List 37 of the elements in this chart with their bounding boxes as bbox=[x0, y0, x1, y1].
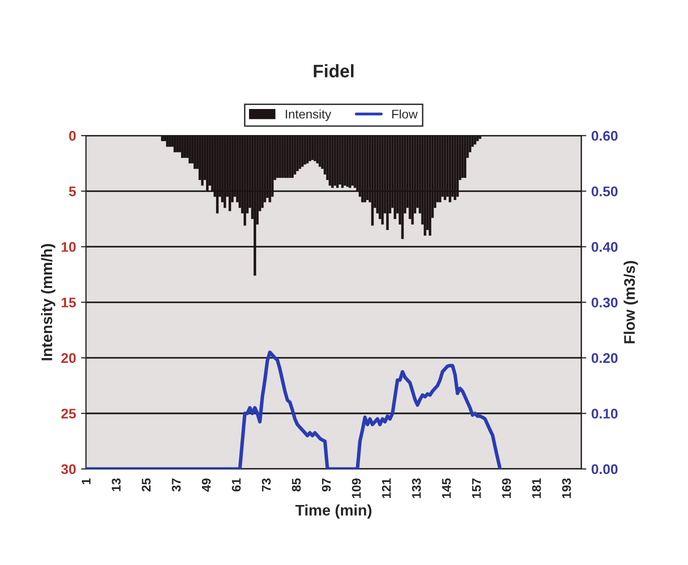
x-tick-label: 145 bbox=[442, 478, 451, 498]
y2-tick-label: 0.50 bbox=[592, 186, 618, 196]
chart-title: Fidel bbox=[314, 64, 354, 78]
x-tick-label: 73 bbox=[262, 478, 271, 492]
x-tick-label: 49 bbox=[202, 478, 211, 492]
x-tick-label: 157 bbox=[472, 478, 481, 498]
legend-label: Flow bbox=[392, 109, 418, 119]
x-tick-label: 169 bbox=[502, 478, 511, 498]
y-axis-title: Intensity (mm/h) bbox=[41, 244, 56, 360]
y-tick-label: 5 bbox=[68, 186, 76, 196]
y-tick-label: 15 bbox=[62, 298, 76, 308]
y2-tick-label: 0.20 bbox=[592, 353, 618, 364]
x-axis-title: Time (min) bbox=[295, 504, 372, 519]
x-tick-label: 109 bbox=[352, 478, 361, 498]
x-tick-label: 97 bbox=[322, 478, 331, 492]
x-tick-label: 1 bbox=[82, 478, 90, 484]
y2-tick-label: 0.40 bbox=[592, 242, 618, 252]
x-tick-label: 13 bbox=[112, 478, 121, 492]
y2-axis-title: Flow (m3/s) bbox=[624, 261, 638, 344]
y-tick-label: 20 bbox=[61, 353, 76, 364]
x-tick-label: 37 bbox=[172, 478, 181, 492]
y2-tick-label: 0.60 bbox=[592, 130, 618, 141]
x-tick-label: 61 bbox=[232, 478, 241, 492]
x-tick-label: 85 bbox=[292, 478, 301, 492]
y-tick-label: 30 bbox=[61, 464, 76, 474]
x-tick-label: 133 bbox=[412, 478, 421, 498]
x-tick-label: 25 bbox=[142, 478, 151, 492]
y-tick-label: 0 bbox=[69, 130, 76, 141]
y-tick-label: 25 bbox=[61, 408, 76, 419]
x-tick-label: 121 bbox=[382, 478, 391, 498]
x-tick-label: 193 bbox=[562, 478, 571, 498]
y2-tick-label: 0.30 bbox=[592, 298, 618, 308]
legend-label: Intensity bbox=[286, 109, 332, 122]
x-tick-label: 181 bbox=[532, 478, 541, 498]
y2-tick-label: 0.10 bbox=[592, 408, 618, 419]
y-tick-label: 10 bbox=[62, 242, 76, 252]
y2-tick-label: 0.00 bbox=[592, 464, 618, 474]
